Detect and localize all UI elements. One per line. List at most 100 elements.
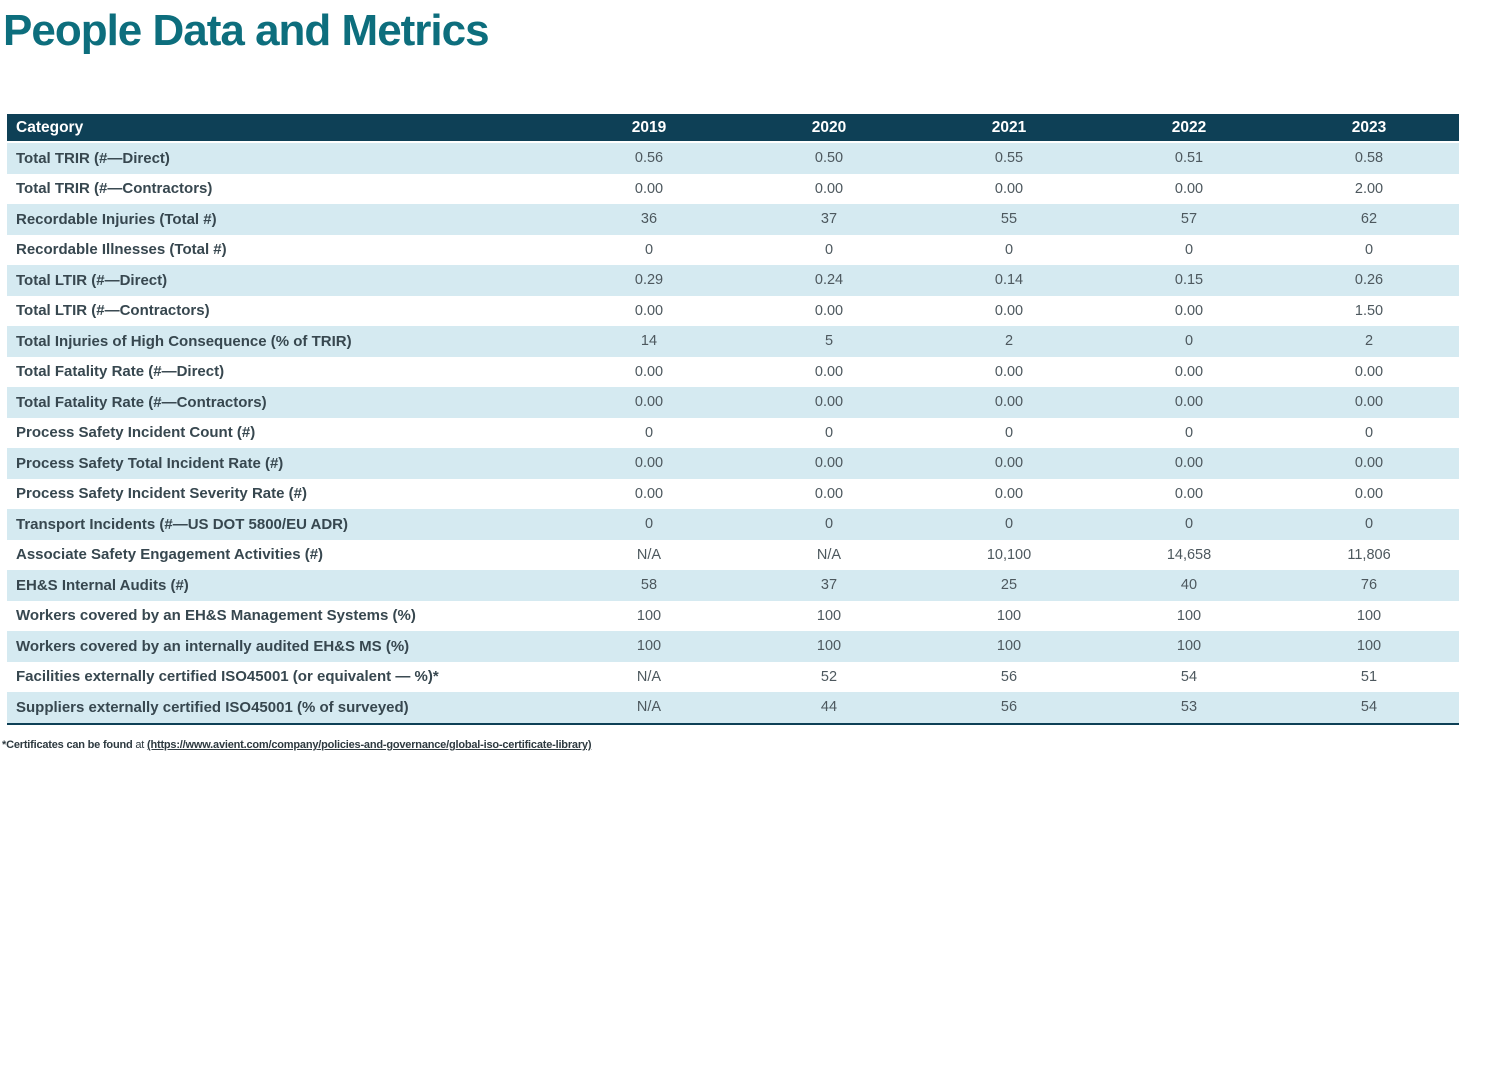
row-value: 0 (1184, 241, 1194, 258)
row-value: 100 (1356, 607, 1382, 624)
table-row: Transport Incidents (#—US DOT 5800/EU AD… (7, 509, 1459, 540)
row-label: Process Safety Incident Severity Rate (#… (16, 485, 307, 503)
row-value: 0.00 (1174, 485, 1204, 502)
table-row: Recordable Illnesses (Total #) 0 0 0 0 0 (7, 234, 1459, 265)
table-row: Process Safety Incident Count (#) 0 0 0 0 0 (7, 417, 1459, 448)
row-value: 0 (1364, 241, 1374, 258)
row-label: Total TRIR (#—Direct) (16, 149, 170, 167)
row-value: 0.15 (1174, 272, 1204, 289)
footnote-connector: at (132, 739, 147, 751)
row-value: 0 (644, 516, 654, 533)
row-value: 100 (1176, 638, 1202, 655)
row-value: 0.51 (1174, 150, 1204, 167)
row-value: 0.29 (634, 272, 664, 289)
row-value: 37 (820, 211, 838, 228)
table-row: Facilities externally certified ISO45001… (7, 661, 1459, 692)
row-value: 53 (1180, 699, 1198, 716)
row-value: 0.26 (1354, 272, 1384, 289)
table-row: Total LTIR (#—Contractors) 0.00 0.00 0.00 0.… (7, 295, 1459, 326)
table-row: Workers covered by an EH&S Management Sy… (7, 600, 1459, 631)
row-value: 2 (1004, 333, 1014, 350)
column-header-2022: 2022 (1099, 114, 1279, 143)
row-value: 36 (640, 211, 658, 228)
row-value: 0.00 (994, 363, 1024, 380)
row-value: 0.00 (994, 485, 1024, 502)
row-label: Recordable Injuries (Total #) (16, 210, 217, 228)
table-row: Total Injuries of High Consequence (% of… (7, 326, 1459, 357)
row-value: 62 (1360, 211, 1378, 228)
row-value: 100 (816, 607, 842, 624)
row-value: 0 (1184, 516, 1194, 533)
table-row: Total TRIR (#—Direct) 0.56 0.50 0.55 0.51 0.5… (7, 142, 1459, 174)
row-value: 0.00 (1174, 394, 1204, 411)
row-value: 0.50 (814, 150, 844, 167)
row-label: Total Injuries of High Consequence (% of… (16, 332, 352, 350)
row-value: 0 (1184, 333, 1194, 350)
footnote-certificates-link[interactable]: (https://www.avient.com/company/policies… (147, 739, 592, 751)
row-label: Process Safety Incident Count (#) (16, 424, 256, 442)
row-value: 0.00 (814, 363, 844, 380)
row-value: 0.00 (814, 485, 844, 502)
row-value: 0 (1364, 424, 1374, 441)
column-header-2021: 2021 (919, 114, 1099, 143)
row-value: 0.00 (634, 363, 664, 380)
row-value: 44 (820, 699, 838, 716)
row-value: 2 (1364, 333, 1374, 350)
row-value: 0.00 (814, 302, 844, 319)
row-value: 10,100 (986, 546, 1032, 563)
row-label: Total LTIR (#—Direct) (16, 271, 168, 289)
row-value: 0 (1004, 516, 1014, 533)
row-label: Associate Safety Engagement Activities (… (16, 546, 324, 564)
row-label: Facilities externally certified ISO45001… (16, 668, 439, 686)
row-value: 14,658 (1166, 546, 1212, 563)
row-value: 0 (824, 516, 834, 533)
row-value: 0.00 (814, 394, 844, 411)
row-label: Transport Incidents (#—US DOT 5800/EU AD… (16, 515, 349, 533)
table-body: Total TRIR (#—Direct) 0.56 0.50 0.55 0.51 0.5… (7, 142, 1459, 724)
row-value: 0.00 (634, 180, 664, 197)
row-value: 0.00 (994, 180, 1024, 197)
row-value: 0.00 (1354, 394, 1384, 411)
row-value: 100 (996, 638, 1022, 655)
row-label: Recordable Illnesses (Total #) (16, 241, 227, 259)
row-value: 37 (820, 577, 838, 594)
row-label: Total LTIR (#—Contractors) (16, 302, 210, 320)
table-row: Total Fatality Rate (#—Direct) 0.00 0.00 0.… (7, 356, 1459, 387)
table-header-row: Category 2019 2020 2021 2022 2023 (7, 114, 1459, 143)
column-header-category: Category (7, 114, 559, 143)
footnote: *Certificates can be found at (https://w… (2, 739, 591, 751)
row-value: 0.55 (994, 150, 1024, 167)
row-value: 11,806 (1347, 546, 1391, 563)
table-row: Workers covered by an internally audited… (7, 631, 1459, 662)
row-value: 0.00 (1174, 302, 1204, 319)
row-value: 5 (824, 333, 834, 350)
row-value: N/A (816, 546, 842, 563)
row-value: 2.00 (1354, 180, 1384, 197)
row-value: 57 (1180, 211, 1198, 228)
row-value: 54 (1360, 699, 1378, 716)
row-value: 0.14 (994, 272, 1024, 289)
row-value: 0.56 (634, 150, 664, 167)
row-value: 1.50 (1354, 302, 1384, 319)
row-value: 14 (640, 333, 658, 350)
row-value: N/A (636, 668, 662, 685)
table-row: Total TRIR (#—Contractors) 0.00 0.00 0.00 0.… (7, 173, 1459, 204)
row-value: N/A (636, 546, 662, 563)
row-value: 76 (1360, 577, 1378, 594)
table-row: Recordable Injuries (Total #) 36 37 55 57 62 (7, 204, 1459, 235)
table-row: EH&S Internal Audits (#) 58 37 25 40 76 (7, 570, 1459, 601)
row-label: Total Fatality Rate (#—Contractors) (16, 393, 267, 411)
table-row: Total LTIR (#—Direct) 0.29 0.24 0.14 0.15 0.2… (7, 265, 1459, 296)
row-value: 0 (644, 241, 654, 258)
row-value: 0 (1004, 241, 1014, 258)
row-value: 0.00 (994, 394, 1024, 411)
row-value: 0 (1004, 424, 1014, 441)
row-value: 0.00 (1354, 363, 1384, 380)
row-value: 0.00 (994, 455, 1024, 472)
row-value: 0.00 (634, 455, 664, 472)
table-row: Process Safety Incident Severity Rate (#… (7, 478, 1459, 509)
row-value: 0.00 (634, 485, 664, 502)
column-header-2019: 2019 (559, 114, 739, 143)
row-value: 51 (1360, 668, 1378, 685)
